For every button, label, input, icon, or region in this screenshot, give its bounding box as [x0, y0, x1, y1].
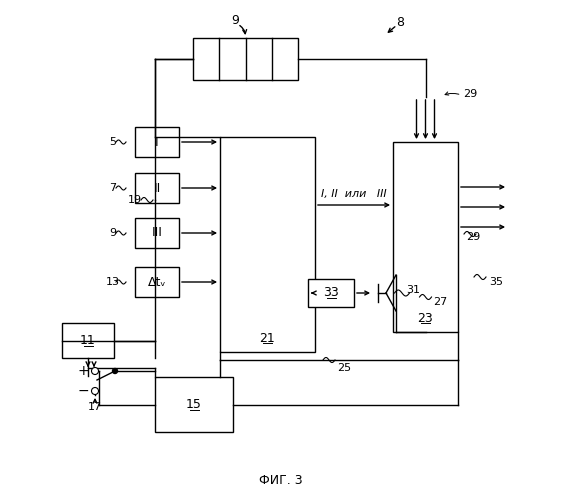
- Text: 29: 29: [464, 89, 478, 99]
- Text: 21: 21: [260, 332, 275, 344]
- Text: +: +: [77, 364, 89, 378]
- Text: 29: 29: [466, 232, 480, 242]
- Circle shape: [92, 368, 98, 374]
- Text: 7: 7: [110, 183, 116, 193]
- Text: 35: 35: [489, 277, 503, 287]
- Text: 5: 5: [110, 137, 116, 147]
- Bar: [135, 173, 179, 203]
- Text: 25: 25: [337, 363, 351, 373]
- Text: 11: 11: [80, 334, 96, 347]
- Bar: [193, 38, 298, 80]
- Text: ФИГ. 3: ФИГ. 3: [259, 474, 303, 486]
- Text: 9: 9: [232, 14, 239, 26]
- Text: 33: 33: [323, 286, 339, 300]
- Text: 9: 9: [110, 228, 116, 238]
- Text: II: II: [153, 182, 161, 194]
- Text: −: −: [77, 384, 89, 398]
- Bar: [220, 137, 315, 352]
- Text: 23: 23: [418, 312, 433, 324]
- Bar: [62, 323, 114, 358]
- Text: III: III: [152, 226, 162, 239]
- Bar: [393, 142, 458, 332]
- Text: 8: 8: [396, 16, 404, 28]
- Text: 27: 27: [433, 297, 447, 307]
- Circle shape: [112, 368, 117, 374]
- Text: 13: 13: [106, 277, 120, 287]
- Text: I, II  или   III: I, II или III: [321, 189, 387, 199]
- Text: 31: 31: [406, 285, 420, 295]
- Text: I: I: [155, 136, 159, 148]
- Bar: [135, 127, 179, 157]
- Bar: [308, 279, 354, 307]
- Text: 19: 19: [128, 195, 142, 205]
- Text: 15: 15: [186, 398, 202, 411]
- Bar: [135, 218, 179, 248]
- Bar: [155, 377, 233, 432]
- Circle shape: [92, 388, 98, 394]
- Bar: [135, 267, 179, 297]
- Text: Δtᵥ: Δtᵥ: [148, 276, 166, 288]
- Text: 17: 17: [88, 402, 102, 412]
